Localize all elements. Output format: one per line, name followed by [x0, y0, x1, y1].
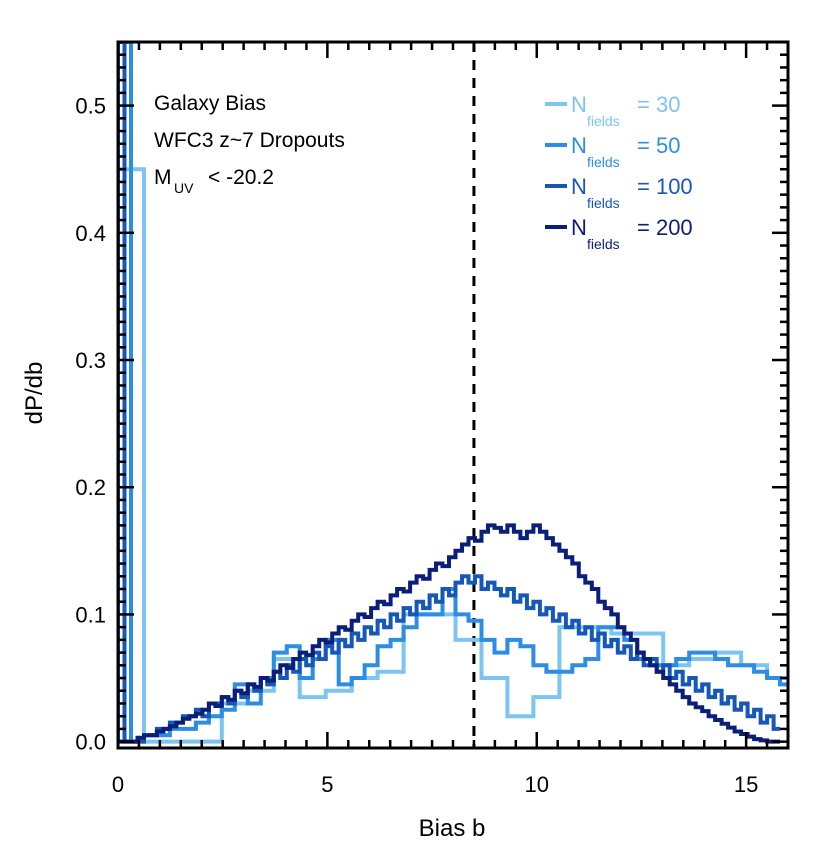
legend-subscript: fields	[587, 236, 620, 252]
annotation-survey: WFC3 z~7 Dropouts	[154, 129, 345, 152]
x-tick-label: 0	[112, 772, 124, 797]
y-tick-label: 0.2	[75, 475, 106, 500]
y-tick-label: 0.3	[75, 348, 106, 373]
legend-subscript: fields	[587, 195, 620, 211]
legend-label: = 30	[637, 92, 680, 117]
x-axis-title: Bias b	[419, 815, 486, 842]
legend-subscript: fields	[587, 154, 620, 170]
legend-label: = 100	[637, 174, 693, 199]
y-tick-label: 0.4	[75, 221, 106, 246]
legend-subscript: fields	[587, 113, 620, 129]
y-tick-label: 0.0	[75, 730, 106, 755]
annotation-magnitude-subscript: UV	[174, 180, 194, 196]
legend-symbol: N	[571, 215, 587, 240]
legend-symbol: N	[571, 92, 587, 117]
y-tick-label: 0.5	[75, 94, 106, 119]
annotation-magnitude-cut: < -20.2	[208, 166, 274, 189]
annotation-title: Galaxy Bias	[154, 92, 266, 115]
x-tick-label: 5	[321, 772, 333, 797]
legend-label: = 200	[637, 215, 693, 240]
legend-symbol: N	[571, 174, 587, 199]
annotation-magnitude-symbol: M	[154, 166, 172, 189]
x-tick-label: 15	[734, 772, 758, 797]
x-tick-label: 10	[525, 772, 549, 797]
legend-symbol: N	[571, 133, 587, 158]
y-tick-label: 0.1	[75, 602, 106, 627]
plot-area	[118, 42, 788, 748]
series-line-n200	[118, 523, 780, 744]
axes: 0 5 10 15 0.0 0.1 0.2 0.3 0.4 0.5	[75, 40, 790, 797]
y-axis-title: dP/db	[21, 362, 48, 425]
legend-label: = 50	[637, 133, 680, 158]
